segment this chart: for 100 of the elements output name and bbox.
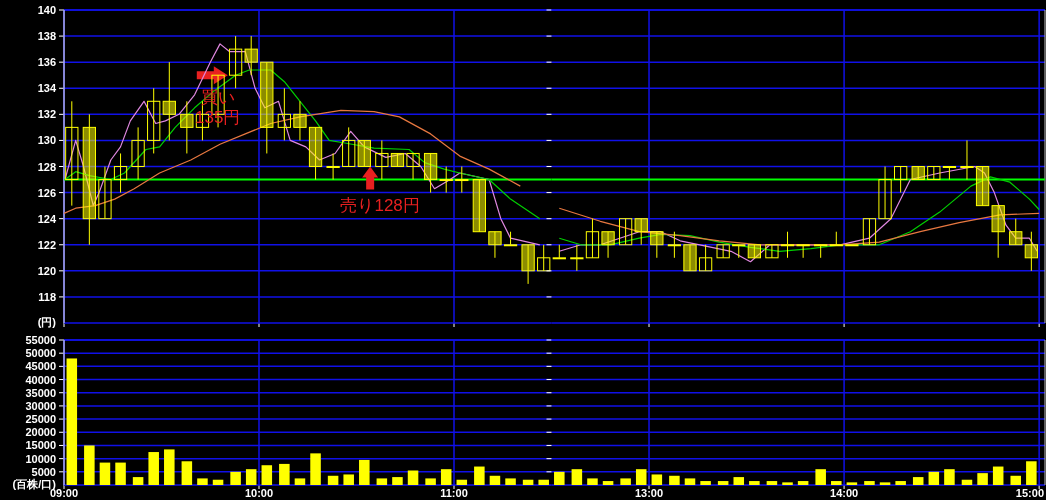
bar: [197, 478, 208, 485]
y-tick-label: 134: [37, 82, 57, 95]
candlestick: [98, 166, 112, 220]
candlestick: [991, 205, 1005, 259]
candlestick: [82, 113, 96, 246]
y-axis-title: (円): [37, 316, 57, 328]
y-tick-label: 120: [37, 264, 56, 277]
candlestick: [1024, 231, 1038, 272]
candlestick: [308, 126, 323, 181]
bar: [392, 477, 403, 485]
candlestick: [277, 87, 291, 141]
candlestick: [423, 152, 438, 194]
bar: [327, 475, 339, 485]
y-tick-label: 128: [37, 160, 56, 173]
candlestick: [326, 152, 340, 181]
candlestick: [455, 166, 469, 194]
candlestick: [765, 244, 779, 259]
candlestick: [406, 152, 420, 181]
bar: [245, 469, 257, 485]
candlestick: [162, 61, 176, 141]
y-tick-label: 122: [37, 238, 56, 251]
y-tick-label: 55000: [25, 334, 56, 346]
candlestick: [698, 244, 713, 272]
bar: [359, 459, 370, 485]
candlestick: [716, 244, 730, 259]
bar: [343, 474, 354, 485]
candlestick: [878, 166, 892, 220]
y-tick-label: 50000: [25, 347, 56, 360]
y-tick-label: 132: [37, 108, 56, 121]
y-tick-label: 126: [37, 186, 56, 199]
candlestick: [342, 126, 356, 167]
candlestick: [357, 139, 371, 167]
candlestick: [780, 231, 795, 259]
candlestick: [375, 139, 389, 181]
bar: [66, 358, 78, 485]
candlestick: [747, 244, 762, 259]
candlestick: [732, 244, 746, 259]
x-tick-label: 10:00: [244, 487, 274, 499]
y-tick-label: 30000: [25, 399, 56, 412]
line-series: [64, 69, 541, 220]
bar: [407, 470, 419, 485]
candlestick: [503, 231, 518, 247]
annotation: 売り128円: [340, 195, 420, 215]
x-tick-label: 14:00: [830, 487, 859, 499]
bar: [279, 463, 290, 485]
bar: [474, 466, 485, 485]
candlestick: [894, 166, 908, 194]
bar: [425, 478, 436, 485]
bar: [181, 461, 193, 485]
candlestick: [796, 244, 810, 259]
candlestick: [1009, 218, 1023, 246]
y-tick-label: 10000: [25, 452, 56, 465]
y-tick-label: 25000: [25, 413, 56, 426]
line-series: [64, 43, 541, 246]
candlestick: [570, 244, 584, 272]
y-tick-label: 118: [38, 290, 56, 303]
y-axis-title: (百株/口): [12, 478, 57, 490]
candlestick: [244, 35, 258, 76]
bar: [115, 462, 126, 485]
bar: [99, 462, 111, 485]
y-tick-label: 124: [37, 212, 57, 225]
y-tick-label: 130: [37, 134, 56, 147]
y-tick-label: 5000: [31, 465, 56, 478]
candlestick: [829, 231, 843, 247]
bar: [505, 478, 516, 485]
bar: [132, 477, 144, 485]
y-tick-label: 40000: [25, 373, 56, 386]
candlestick: [927, 166, 941, 181]
candlestick: [390, 152, 405, 167]
x-tick-label: 11:00: [440, 487, 468, 499]
y-tick-label: 140: [37, 4, 56, 16]
bar: [84, 445, 95, 485]
candlestick: [439, 166, 453, 194]
candlestick: [180, 100, 194, 154]
candlestick: [975, 166, 990, 207]
y-tick-label: 45000: [25, 360, 56, 373]
candlestick: [667, 231, 682, 259]
bar: [261, 465, 273, 485]
x-tick-label: 13:00: [634, 487, 664, 499]
y-tick-label: 20000: [25, 426, 56, 439]
candlestick: [650, 231, 664, 259]
candlestick: [942, 166, 957, 181]
candlestick: [537, 244, 551, 272]
bar: [148, 452, 159, 485]
bar: [538, 479, 549, 485]
candlestick: [862, 218, 877, 246]
candlestick: [147, 87, 161, 154]
candlestick: [260, 61, 274, 154]
candlestick: [585, 218, 600, 259]
candlestick: [293, 100, 307, 141]
candlestick: [960, 139, 974, 181]
candlestick: [521, 244, 535, 285]
bar: [164, 449, 175, 485]
candlestick: [113, 152, 128, 194]
bar: [489, 475, 501, 485]
candlestick: [488, 231, 502, 259]
candlestick: [228, 35, 243, 89]
candlestick: [472, 179, 486, 233]
bar: [310, 453, 321, 485]
bar: [294, 478, 306, 485]
